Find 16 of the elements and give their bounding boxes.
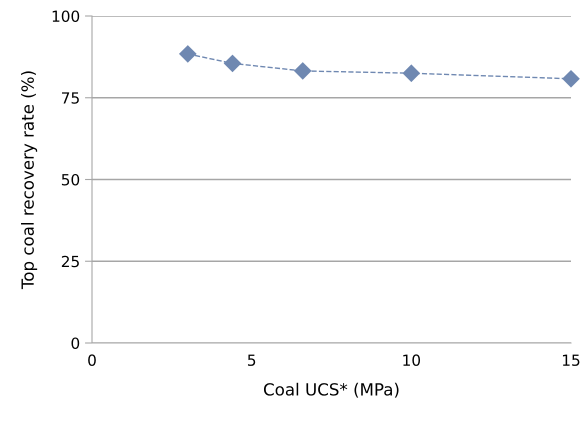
- x-tick-label: 15: [562, 354, 580, 366]
- y-tick-label: 100: [52, 10, 80, 22]
- point: [224, 54, 242, 72]
- point: [294, 62, 312, 80]
- point: [402, 64, 420, 82]
- x-tick-label: 5: [248, 354, 256, 366]
- y-tick-label: 25: [62, 256, 79, 268]
- y-tick-label: 50: [62, 174, 80, 186]
- point: [179, 45, 196, 62]
- x-tick-label: 10: [403, 354, 420, 366]
- y-tick-label: 0: [71, 337, 80, 350]
- y-tick-label: 75: [62, 92, 79, 104]
- x-tick-label: 0: [88, 354, 96, 366]
- y-axis-title: Top coal recovery rate (%): [21, 71, 38, 290]
- point: [562, 70, 580, 88]
- x-axis-title: Coal UCS* (MPa): [264, 382, 399, 398]
